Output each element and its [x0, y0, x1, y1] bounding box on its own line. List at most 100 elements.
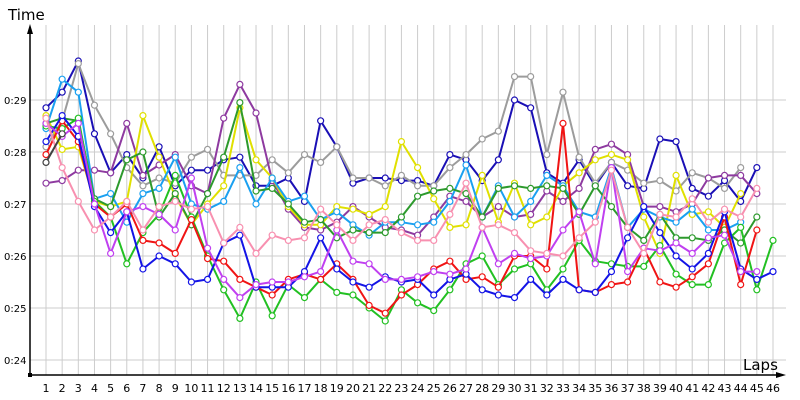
data-point-marker[interactable] — [42, 179, 50, 187]
data-point-marker[interactable] — [672, 171, 680, 179]
data-point-marker[interactable] — [737, 223, 745, 231]
data-point-marker[interactable] — [446, 210, 454, 218]
data-point-marker[interactable] — [543, 265, 551, 273]
data-point-marker[interactable] — [543, 249, 551, 257]
data-point-marker[interactable] — [430, 291, 438, 299]
data-point-marker[interactable] — [349, 236, 357, 244]
data-point-marker[interactable] — [704, 260, 712, 268]
data-point-marker[interactable] — [397, 229, 406, 237]
data-point-marker[interactable] — [462, 197, 470, 205]
data-point-marker[interactable] — [527, 104, 535, 112]
data-point-marker[interactable] — [704, 192, 712, 200]
data-point-marker[interactable] — [139, 226, 147, 234]
data-point-marker[interactable] — [58, 75, 66, 83]
data-point-marker[interactable] — [252, 281, 260, 289]
data-point-marker[interactable] — [349, 278, 357, 286]
data-point-marker[interactable] — [753, 226, 761, 234]
data-point-marker[interactable] — [656, 229, 664, 237]
data-point-marker[interactable] — [365, 174, 373, 182]
data-point-marker[interactable] — [672, 213, 680, 221]
data-point-marker[interactable] — [236, 275, 244, 283]
data-point-marker[interactable] — [575, 234, 583, 242]
data-point-marker[interactable] — [236, 294, 244, 302]
data-point-marker[interactable] — [236, 164, 244, 172]
data-point-marker[interactable] — [349, 291, 357, 299]
data-point-marker[interactable] — [203, 166, 212, 174]
data-point-marker[interactable] — [349, 205, 357, 213]
data-point-marker[interactable] — [559, 275, 567, 283]
data-point-marker[interactable] — [607, 166, 616, 174]
data-point-marker[interactable] — [349, 174, 357, 182]
data-point-marker[interactable] — [236, 223, 244, 231]
data-point-marker[interactable] — [58, 130, 66, 138]
data-point-marker[interactable] — [74, 88, 82, 96]
data-point-marker[interactable] — [58, 177, 66, 185]
data-point-marker[interactable] — [171, 226, 179, 234]
data-point-marker[interactable] — [155, 143, 163, 151]
data-point-marker[interactable] — [413, 192, 422, 200]
data-point-marker[interactable] — [74, 119, 82, 128]
data-point-marker[interactable] — [90, 101, 99, 109]
data-point-marker[interactable] — [123, 156, 131, 164]
data-point-marker[interactable] — [543, 182, 551, 190]
data-point-marker[interactable] — [139, 111, 147, 120]
data-point-marker[interactable] — [720, 171, 729, 179]
data-point-marker[interactable] — [510, 265, 519, 273]
data-point-marker[interactable] — [494, 156, 502, 164]
data-point-marker[interactable] — [688, 184, 696, 192]
data-point-marker[interactable] — [704, 208, 712, 216]
data-point-marker[interactable] — [737, 268, 745, 276]
data-point-marker[interactable] — [672, 283, 680, 291]
data-point-marker[interactable] — [510, 294, 519, 302]
data-point-marker[interactable] — [90, 226, 99, 234]
data-point-marker[interactable] — [640, 236, 648, 244]
data-point-marker[interactable] — [203, 203, 212, 211]
data-point-marker[interactable] — [494, 127, 502, 135]
data-point-marker[interactable] — [42, 138, 50, 146]
data-point-marker[interactable] — [656, 135, 664, 143]
data-point-marker[interactable] — [446, 184, 454, 192]
data-point-marker[interactable] — [58, 145, 66, 153]
data-point-marker[interactable] — [220, 257, 228, 265]
data-point-marker[interactable] — [575, 286, 583, 294]
data-point-marker[interactable] — [688, 234, 696, 242]
data-point-marker[interactable] — [220, 286, 228, 294]
data-point-marker[interactable] — [623, 278, 632, 286]
data-point-marker[interactable] — [236, 314, 244, 322]
data-point-marker[interactable] — [236, 80, 244, 89]
data-point-marker[interactable] — [187, 153, 195, 161]
data-point-marker[interactable] — [107, 229, 115, 237]
data-point-marker[interactable] — [575, 153, 583, 161]
data-point-marker[interactable] — [187, 166, 195, 174]
data-point-marker[interactable] — [688, 273, 696, 281]
data-point-marker[interactable] — [672, 138, 680, 146]
data-point-marker[interactable] — [720, 231, 729, 239]
data-point-marker[interactable] — [478, 273, 486, 281]
data-point-marker[interactable] — [220, 153, 228, 161]
data-point-marker[interactable] — [42, 158, 50, 166]
data-point-marker[interactable] — [155, 174, 163, 182]
data-point-marker[interactable] — [203, 275, 212, 283]
data-point-marker[interactable] — [90, 166, 99, 174]
data-point-marker[interactable] — [349, 226, 357, 234]
data-point-marker[interactable] — [607, 151, 616, 159]
data-point-marker[interactable] — [107, 203, 115, 211]
data-point-marker[interactable] — [543, 171, 551, 179]
data-point-marker[interactable] — [236, 231, 244, 239]
data-point-marker[interactable] — [90, 200, 99, 208]
data-point-marker[interactable] — [317, 158, 325, 166]
data-point-marker[interactable] — [139, 190, 147, 198]
data-point-marker[interactable] — [203, 244, 212, 252]
data-point-marker[interactable] — [284, 236, 292, 244]
data-point-marker[interactable] — [333, 208, 341, 216]
data-point-marker[interactable] — [753, 164, 761, 172]
data-point-marker[interactable] — [672, 270, 680, 278]
data-point-marker[interactable] — [559, 226, 567, 234]
data-point-marker[interactable] — [139, 148, 147, 156]
data-point-marker[interactable] — [107, 213, 115, 221]
data-point-marker[interactable] — [478, 223, 486, 231]
data-point-marker[interactable] — [688, 169, 696, 177]
data-point-marker[interactable] — [737, 239, 745, 247]
data-point-marker[interactable] — [591, 288, 599, 296]
data-point-marker[interactable] — [381, 203, 389, 211]
